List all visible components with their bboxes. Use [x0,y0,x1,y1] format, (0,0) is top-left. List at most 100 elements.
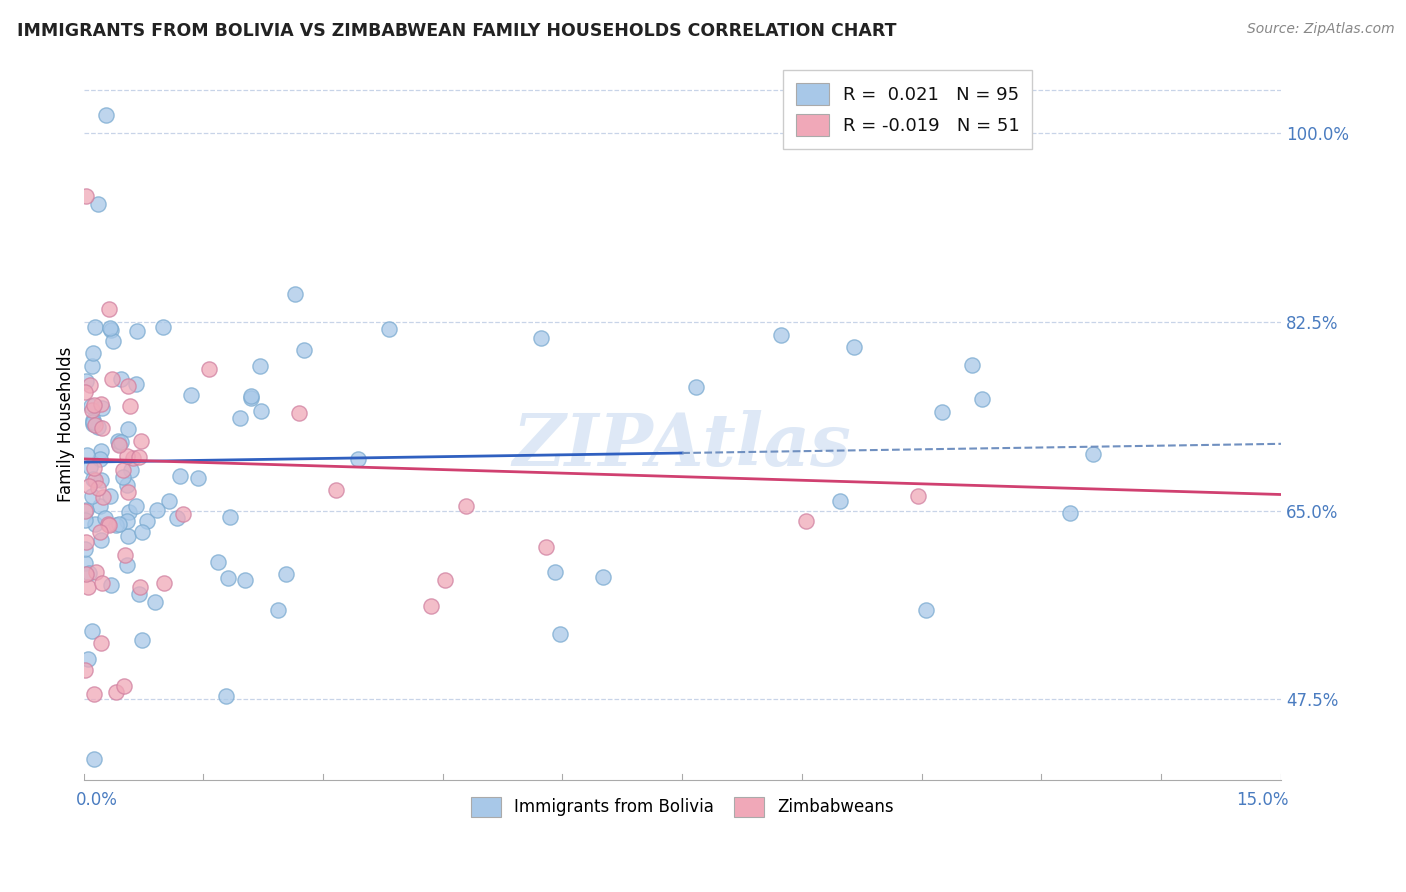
Point [82,489,104,503]
Point [685,380,707,394]
Point [108,437,131,451]
Text: IMMIGRANTS FROM BOLIVIA VS ZIMBABWEAN FAMILY HOUSEHOLDS CORRELATION CHART: IMMIGRANTS FROM BOLIVIA VS ZIMBABWEAN FA… [17,22,897,40]
Point [82,415,104,429]
Point [108,438,131,452]
Point [915,602,938,616]
Point [115,478,138,492]
Point [83,417,105,432]
Point [135,514,157,528]
Point [110,434,132,449]
Point [153,576,176,591]
Point [82,472,104,486]
Point [75,542,97,557]
Point [91,421,114,435]
Point [229,411,252,425]
Point [830,493,852,508]
Point [544,565,567,579]
Point [80,399,103,413]
Point [907,490,929,504]
Point [75,663,97,677]
Point [769,328,792,343]
Point [112,679,135,693]
Point [77,566,100,581]
Point [960,358,983,372]
Point [94,511,117,525]
Point [83,752,105,766]
Point [125,377,148,392]
Point [169,469,191,483]
Point [82,346,104,360]
Point [90,397,112,411]
Point [79,378,101,392]
Point [118,505,141,519]
Point [117,449,139,463]
Point [233,573,256,587]
Point [84,517,107,532]
Point [75,374,97,388]
Point [266,603,288,617]
Point [90,533,112,548]
Point [98,321,121,335]
Point [180,388,202,402]
Point [77,580,100,594]
Point [100,323,122,337]
Point [274,566,297,581]
Point [143,595,166,609]
Point [83,473,105,487]
Point [77,479,100,493]
Point [105,685,128,699]
Point [122,450,145,465]
Point [98,489,121,503]
Text: Source: ZipAtlas.com: Source: ZipAtlas.com [1247,22,1395,37]
Point [75,189,97,203]
Point [120,399,142,413]
Point [124,500,146,514]
Point [111,470,134,484]
Point [187,471,209,485]
Point [378,322,401,336]
Text: ZIPAtlas: ZIPAtlas [513,410,852,482]
Point [89,524,111,539]
Point [82,417,104,432]
Point [197,362,219,376]
Point [79,460,101,475]
Point [115,558,138,572]
Point [83,687,105,701]
Point [420,599,443,613]
Point [117,422,139,436]
Point [842,340,865,354]
Point [87,197,110,211]
Point [97,302,120,317]
Point [90,401,112,416]
Text: 0.0%: 0.0% [76,791,118,809]
Point [97,517,120,532]
Point [77,652,100,666]
Point [90,576,112,591]
Point [207,555,229,569]
Point [128,587,150,601]
Point [114,548,136,562]
Point [117,378,139,392]
Point [120,463,142,477]
Point [90,473,112,487]
Point [76,448,98,462]
Point [80,359,103,373]
Point [970,392,993,406]
Point [215,690,238,704]
Point [172,507,194,521]
Point [82,403,104,417]
Point [1059,506,1081,520]
Point [128,450,150,464]
Point [117,484,139,499]
Point [97,517,120,532]
Point [84,566,107,580]
Point [100,578,122,592]
Point [83,461,105,475]
Point [1081,447,1104,461]
Point [288,406,311,420]
Point [75,557,97,571]
Point [217,571,239,585]
Point [110,372,132,386]
Point [90,443,112,458]
Point [239,388,262,402]
